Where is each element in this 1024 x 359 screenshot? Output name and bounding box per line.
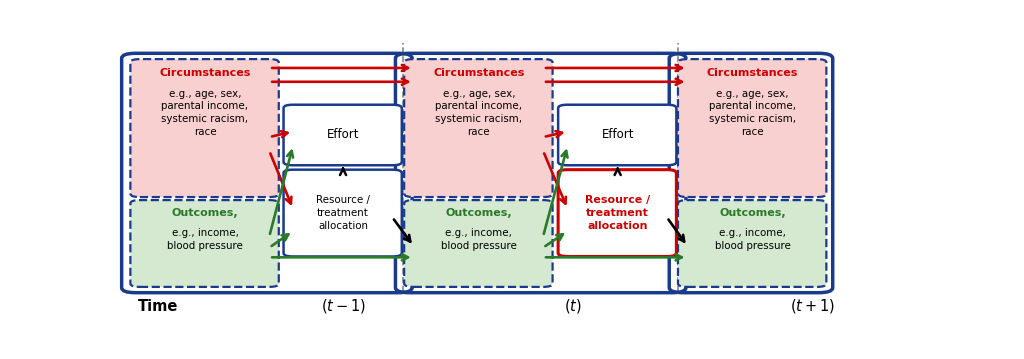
Text: Effort: Effort (327, 128, 359, 141)
FancyBboxPatch shape (130, 59, 279, 197)
Text: e.g., income,
blood pressure: e.g., income, blood pressure (167, 228, 243, 251)
FancyBboxPatch shape (404, 59, 553, 197)
FancyBboxPatch shape (130, 200, 279, 287)
Text: Circumstances: Circumstances (433, 68, 524, 78)
FancyBboxPatch shape (678, 59, 826, 197)
Text: Outcomes,: Outcomes, (445, 208, 512, 218)
FancyBboxPatch shape (678, 200, 826, 287)
Text: Effort: Effort (601, 128, 634, 141)
FancyBboxPatch shape (284, 105, 401, 165)
Text: Circumstances: Circumstances (160, 68, 251, 78)
Text: Outcomes,: Outcomes, (719, 208, 785, 218)
FancyBboxPatch shape (284, 170, 401, 256)
FancyBboxPatch shape (558, 105, 677, 165)
FancyBboxPatch shape (558, 170, 677, 256)
Text: Circumstances: Circumstances (707, 68, 799, 78)
Text: Resource /
treatment
allocation: Resource / treatment allocation (585, 195, 650, 231)
Text: Resource /
treatment
allocation: Resource / treatment allocation (316, 195, 370, 231)
Text: e.g., income,
blood pressure: e.g., income, blood pressure (715, 228, 791, 251)
Text: Outcomes,: Outcomes, (172, 208, 239, 218)
Text: $(t-1)$: $(t-1)$ (321, 297, 366, 315)
Text: $(t)$: $(t)$ (563, 297, 582, 315)
Text: e.g., age, sex,
parental income,
systemic racism,
race: e.g., age, sex, parental income, systemi… (435, 89, 522, 137)
Text: e.g., income,
blood pressure: e.g., income, blood pressure (441, 228, 517, 251)
FancyBboxPatch shape (404, 200, 553, 287)
Text: $(t+1)$: $(t+1)$ (790, 297, 835, 315)
Text: Time: Time (137, 299, 178, 314)
Text: e.g., age, sex,
parental income,
systemic racism,
race: e.g., age, sex, parental income, systemi… (162, 89, 249, 137)
Text: e.g., age, sex,
parental income,
systemic racism,
race: e.g., age, sex, parental income, systemi… (709, 89, 796, 137)
